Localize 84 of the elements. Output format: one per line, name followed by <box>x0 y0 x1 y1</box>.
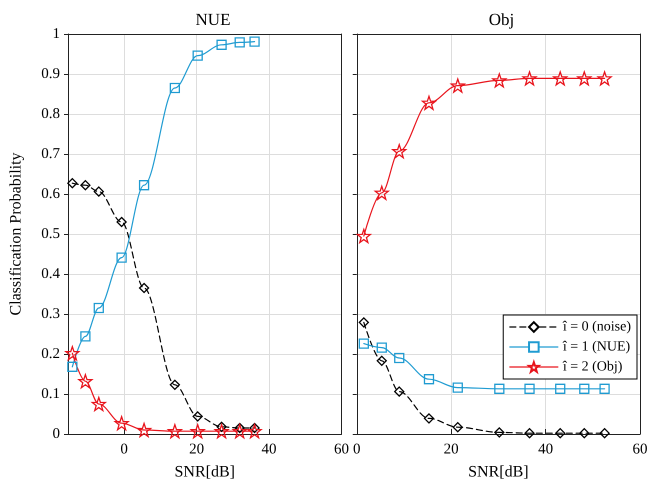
point <box>579 428 590 438</box>
point <box>190 424 205 438</box>
point <box>232 424 247 438</box>
legend-label: î = 0 (noise) <box>562 320 632 334</box>
point <box>492 73 506 88</box>
y-tick-label: 1 <box>52 26 60 42</box>
point <box>553 71 568 86</box>
point <box>138 180 150 190</box>
point <box>522 71 537 86</box>
chart-title: Obj <box>488 10 514 29</box>
point <box>170 82 180 94</box>
point <box>192 411 203 422</box>
point <box>452 422 463 432</box>
x-tick-label: 20 <box>444 442 459 458</box>
point <box>78 374 93 388</box>
point <box>67 178 78 188</box>
point <box>599 428 610 438</box>
point <box>555 428 566 438</box>
x-tick-label: 40 <box>538 442 554 458</box>
point <box>94 302 104 314</box>
point <box>494 384 504 394</box>
point <box>524 384 535 394</box>
point <box>597 71 612 86</box>
point <box>80 331 91 342</box>
point <box>374 186 389 200</box>
point <box>92 396 106 412</box>
point <box>116 252 127 263</box>
point <box>67 362 78 372</box>
y-tick-label: 0.2 <box>41 346 60 362</box>
point <box>394 386 404 397</box>
point <box>136 422 152 438</box>
point <box>599 384 610 394</box>
point <box>116 216 127 228</box>
point <box>392 144 406 158</box>
x-tick-label: 0 <box>353 442 360 458</box>
point <box>214 424 229 438</box>
legend-label: î = 1 (NUE) <box>562 340 631 354</box>
point <box>356 228 371 244</box>
point <box>65 346 80 360</box>
x-tick-label: 60 <box>632 442 648 458</box>
legend-label: î = 2 (Obj) <box>562 360 623 374</box>
x-tick-label: 0 <box>120 442 128 458</box>
x-axis-title: SNR[dB] <box>174 464 235 480</box>
point <box>114 416 129 430</box>
y-tick-label: 0.6 <box>41 186 60 202</box>
point <box>376 356 387 366</box>
point <box>577 71 592 86</box>
point <box>424 413 434 424</box>
point <box>555 384 566 394</box>
x-axis-title: SNR[dB] <box>468 464 529 480</box>
x-tick-label: 20 <box>189 442 204 458</box>
point <box>168 424 182 438</box>
point <box>494 427 504 438</box>
point <box>249 36 260 47</box>
point <box>524 428 535 438</box>
point <box>579 384 590 394</box>
y-tick-label: 0.9 <box>41 66 60 82</box>
y-tick-label: 0.1 <box>41 386 60 402</box>
point <box>192 50 203 61</box>
point <box>424 374 434 384</box>
y-axis-title: Classification Probability <box>8 152 24 316</box>
point <box>422 96 436 110</box>
y-tick-label: 0.8 <box>41 106 60 122</box>
x-tick-label: 40 <box>262 442 277 458</box>
point <box>358 338 369 349</box>
y-tick-label: 0.5 <box>41 226 60 242</box>
point <box>216 40 227 50</box>
x-tick-label: 60 <box>334 442 349 458</box>
point <box>138 282 150 294</box>
point <box>358 317 369 328</box>
point <box>247 424 262 438</box>
y-tick-label: 0.4 <box>41 266 60 282</box>
y-tick-label: 0 <box>52 426 60 442</box>
y-tick-label: 0.7 <box>41 146 60 162</box>
point <box>376 342 387 353</box>
chart-title: NUE <box>196 10 230 29</box>
point <box>452 382 463 393</box>
point <box>170 380 180 390</box>
point <box>450 78 465 93</box>
point <box>94 186 104 197</box>
point <box>394 352 404 364</box>
point <box>234 37 245 48</box>
point <box>80 180 91 190</box>
y-tick-label: 0.3 <box>41 306 60 322</box>
